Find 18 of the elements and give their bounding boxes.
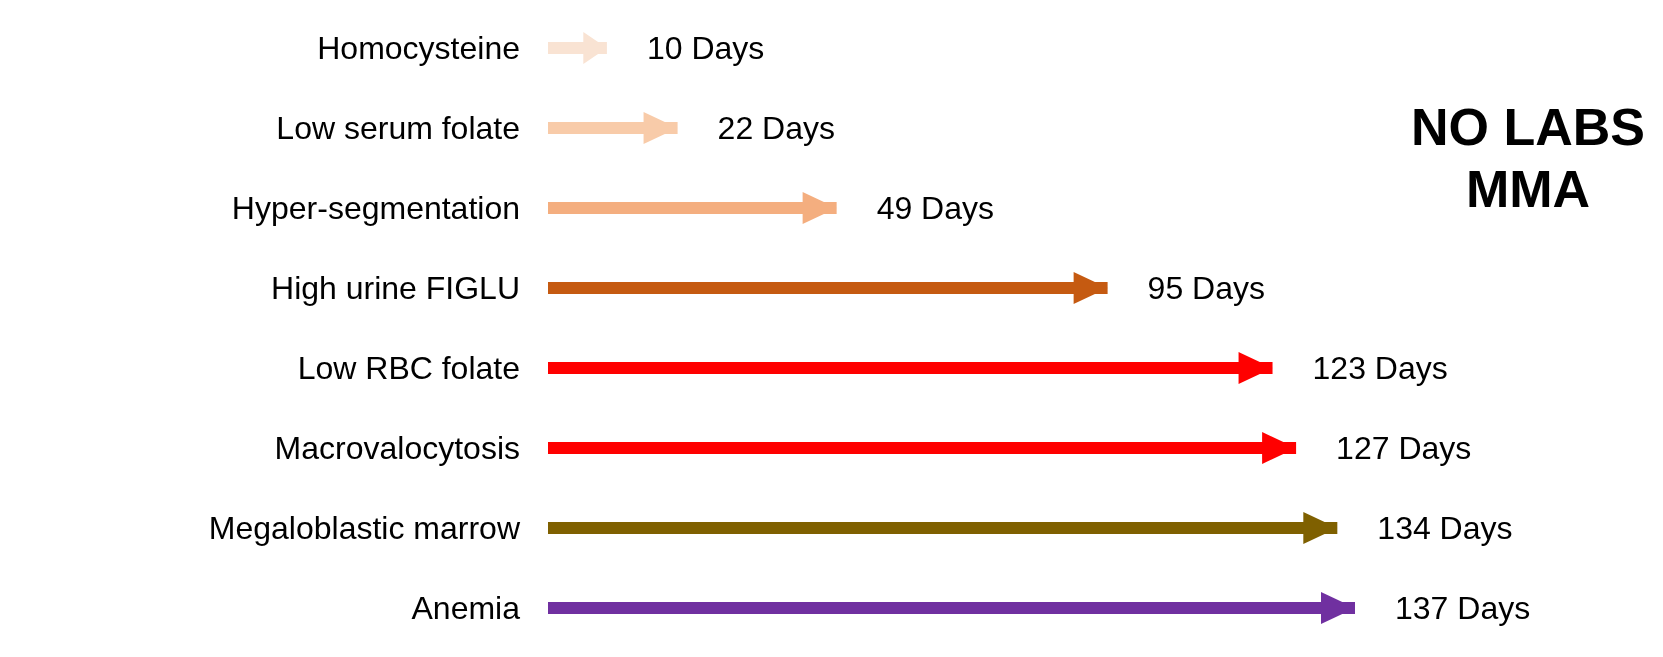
text: MMA [1464,159,1592,220]
data-label: 49 Days [876,190,995,226]
data-label: 123 Days [1312,350,1448,386]
y-tick-label: Macrovalocytosis [274,430,520,467]
data-label: 95 Days [1147,270,1265,306]
y-tick-label: Anemia [411,590,521,627]
data-label: 134 Days [1377,510,1513,546]
data-label: 127 Days [1336,430,1472,466]
data-label: 22 Days [717,110,835,146]
y-tick-label: Hyper-segmentation [231,190,520,227]
y-tick-label: Homocysteine [317,30,520,67]
text: NO LABS [1411,97,1645,158]
y-tick-label: Megaloblastic marrow [208,510,521,547]
y-tick-label: High urine FIGLU [271,270,520,307]
y-tick-label: Low serum folate [276,110,520,147]
data-label: 10 Days [646,30,765,66]
y-tick-label: Low RBC folate [297,350,520,387]
data-label: 137 Days [1395,590,1531,626]
